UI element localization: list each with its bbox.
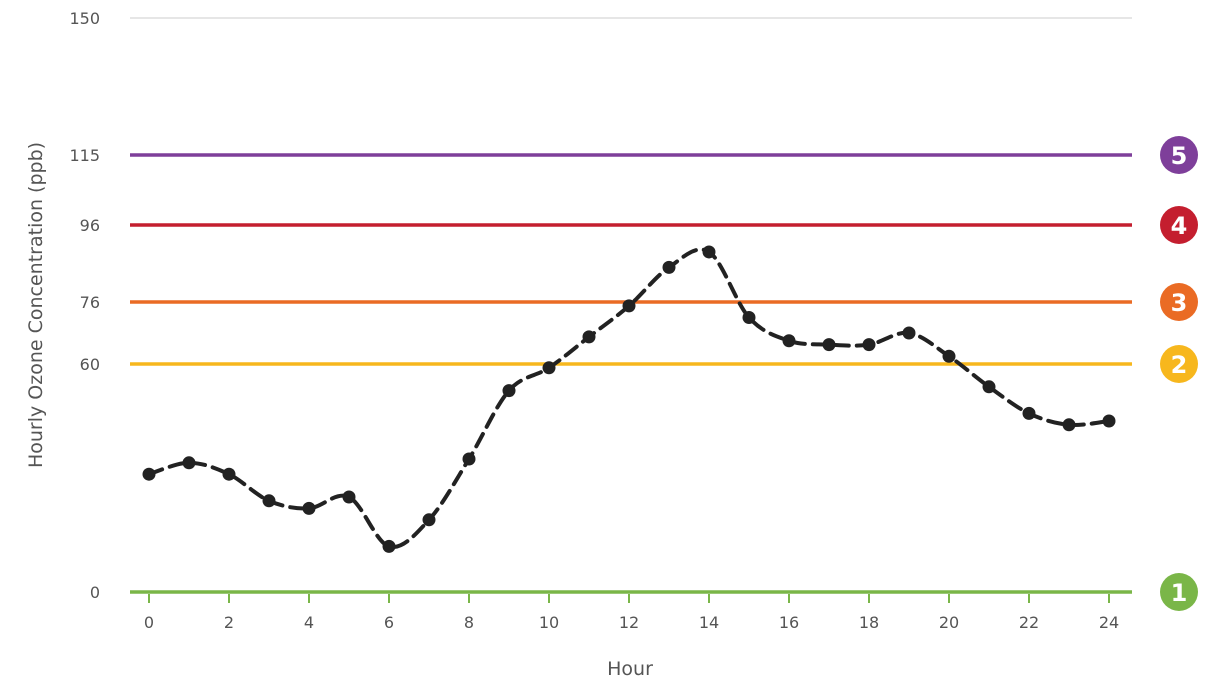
data-point xyxy=(502,384,516,398)
data-point xyxy=(422,513,436,527)
data-point xyxy=(862,338,876,352)
data-point xyxy=(702,245,716,259)
data-point xyxy=(382,539,396,553)
x-tick-label: 4 xyxy=(304,613,314,632)
data-point xyxy=(982,380,996,394)
data-point xyxy=(262,494,276,508)
level-badge-label-1: 1 xyxy=(1171,579,1188,607)
data-point xyxy=(822,338,836,352)
data-point xyxy=(182,456,196,470)
series-line xyxy=(142,245,1116,553)
x-axis-title: Hour xyxy=(607,658,653,680)
data-point xyxy=(1102,414,1116,428)
data-point xyxy=(1062,418,1076,432)
data-point xyxy=(942,349,956,363)
x-tick-label: 16 xyxy=(779,613,799,632)
y-tick-label: 76 xyxy=(80,293,100,312)
y-axis-title: Hourly Ozone Concentration (ppb) xyxy=(25,142,47,468)
level-badge-3 xyxy=(1160,283,1198,321)
data-point xyxy=(542,361,556,375)
x-tick-label: 8 xyxy=(464,613,474,632)
data-point xyxy=(582,330,596,344)
data-point xyxy=(342,490,356,504)
series-path xyxy=(147,247,1111,549)
data-point xyxy=(1022,406,1036,420)
y-tick-label: 96 xyxy=(80,216,100,235)
data-point xyxy=(742,311,756,324)
x-axis-ticks: 0 2 4 6 8 10 12 14 16 18 20 22 24 xyxy=(144,594,1119,632)
x-tick-label: 2 xyxy=(224,613,234,632)
y-tick-label: 150 xyxy=(69,9,100,28)
data-point xyxy=(462,452,476,466)
level-badge-4 xyxy=(1160,206,1198,244)
data-point xyxy=(662,260,676,274)
level-badges: 1 2 3 4 5 xyxy=(1160,136,1198,611)
data-point xyxy=(902,326,916,340)
y-tick-label: 0 xyxy=(90,583,100,602)
level-badge-label-5: 5 xyxy=(1171,142,1188,170)
y-axis-ticks: 0 60 76 96 115 150 xyxy=(69,9,100,602)
x-tick-label: 22 xyxy=(1019,613,1039,632)
x-tick-label: 24 xyxy=(1099,613,1119,632)
level-badge-5 xyxy=(1160,136,1198,174)
data-point xyxy=(622,299,636,313)
level-badge-label-3: 3 xyxy=(1171,289,1188,317)
level-badge-label-2: 2 xyxy=(1171,351,1188,379)
x-tick-label: 0 xyxy=(144,613,154,632)
x-tick-label: 10 xyxy=(539,613,559,632)
threshold-lines xyxy=(130,17,1132,594)
level-badge-2 xyxy=(1160,345,1198,383)
x-tick-label: 12 xyxy=(619,613,639,632)
data-point xyxy=(222,467,236,481)
x-tick-label: 20 xyxy=(939,613,959,632)
y-tick-label: 115 xyxy=(69,146,100,165)
x-tick-label: 18 xyxy=(859,613,879,632)
x-tick-label: 14 xyxy=(699,613,719,632)
data-point xyxy=(302,501,316,515)
level-badge-label-4: 4 xyxy=(1171,212,1188,240)
level-badge-1 xyxy=(1160,573,1198,611)
data-point xyxy=(782,334,796,348)
data-point xyxy=(142,467,156,481)
x-tick-label: 6 xyxy=(384,613,394,632)
y-tick-label: 60 xyxy=(80,355,100,374)
